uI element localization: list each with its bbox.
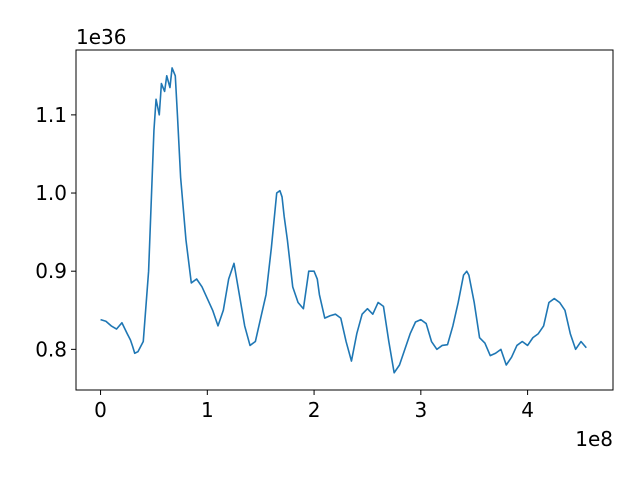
y-tick-label: 1.1 [35,103,67,127]
x-axis: 0 1 2 3 4 [94,390,534,422]
y-tick-label: 1.0 [35,181,67,205]
x-tick-label: 0 [94,398,107,422]
y-axis-offset-label: 1e36 [76,25,126,49]
y-tick-label: 0.8 [35,337,67,361]
series-line-0 [100,67,587,374]
plot-content [100,67,587,374]
x-tick-label: 1 [201,398,214,422]
x-tick-label: 4 [521,398,534,422]
x-tick-label: 2 [308,398,321,422]
y-axis: 0.8 0.9 1.0 1.1 [35,103,76,361]
x-tick-label: 3 [414,398,427,422]
y-tick-label: 0.9 [35,259,67,283]
axes-frame [75,49,614,391]
x-axis-offset-label: 1e8 [575,427,613,451]
